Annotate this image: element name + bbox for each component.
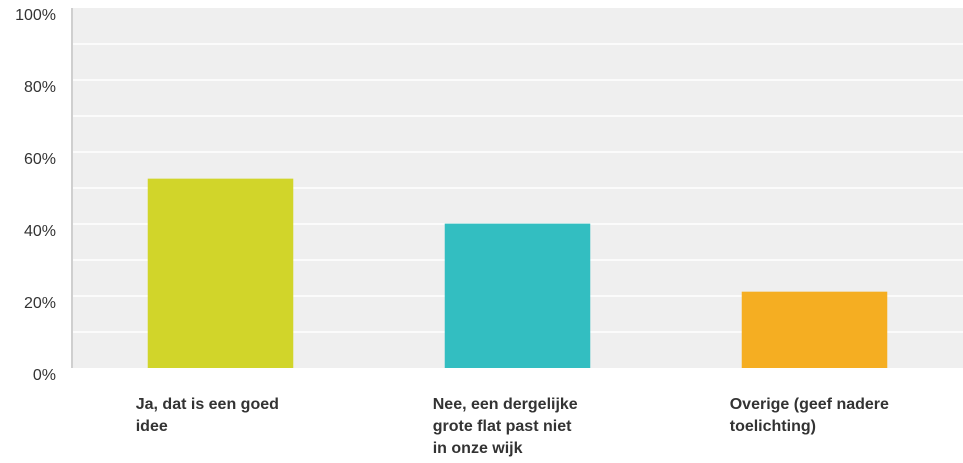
y-tick-label: 60% [24, 151, 56, 168]
y-tick-label: 100% [15, 7, 56, 24]
x-category-label: Overige (geef nadere toelichting) [730, 394, 930, 438]
y-axis-ticks: 0% 20% 40% 60% 80% 100% [15, 7, 56, 384]
x-category-label-line: grote flat past niet [432, 418, 572, 435]
bar [741, 291, 888, 368]
y-tick-label: 20% [24, 295, 56, 312]
y-tick-label: 80% [24, 79, 56, 96]
x-category-label-line: Nee, een dergelijke [432, 396, 578, 413]
x-category-label-line: Ja, dat is een goed [135, 396, 279, 413]
bars [147, 178, 888, 368]
y-tick-label: 0% [33, 367, 56, 384]
y-tick-label: 40% [24, 223, 56, 240]
x-category-label-line: idee [135, 418, 168, 435]
bar [147, 178, 294, 368]
x-category-label-line: in onze wijk [432, 440, 523, 457]
x-category-label-line: toelichting) [729, 418, 816, 435]
x-category-label-line: Overige (geef nadere [729, 396, 889, 413]
x-category-label: Nee, een dergelijke grote flat past niet i… [433, 394, 633, 460]
bar [444, 223, 591, 368]
x-category-label: Ja, dat is een goed idee [136, 394, 336, 438]
